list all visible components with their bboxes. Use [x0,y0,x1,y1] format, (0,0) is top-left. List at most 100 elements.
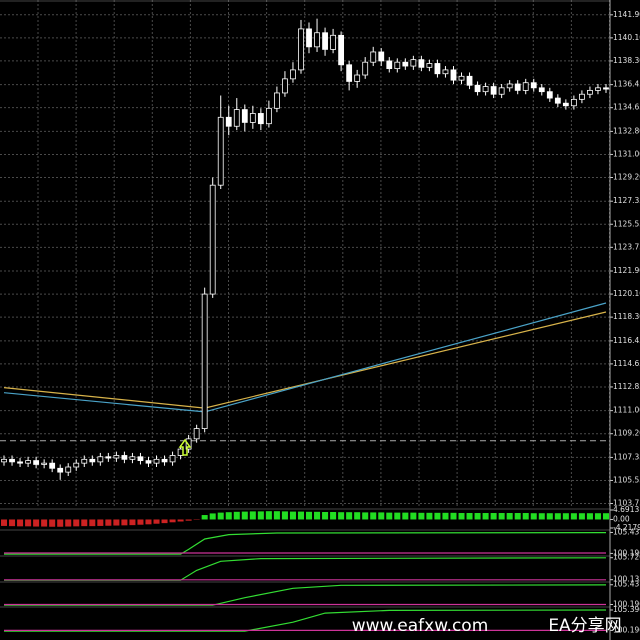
candle-body [57,467,64,473]
candle-body [450,69,457,81]
histogram-bar [562,513,569,520]
histogram-bar [474,513,481,520]
y-tick-label: 1114.65 [613,359,640,368]
histogram-bar [169,519,176,523]
candle-body [434,63,441,75]
candle-body [466,75,473,86]
histogram-bar [209,513,216,520]
histogram-bar [402,512,409,520]
candle-body [506,83,513,89]
histogram-bar [594,513,601,520]
histogram-bar [25,519,32,527]
y-tick-label: 1111.00 [613,406,640,415]
histogram-bar [153,519,160,524]
candle-body [579,93,585,100]
histogram-bar [1,519,8,526]
histogram-bar [129,519,136,526]
candle-body [193,428,200,440]
histogram-bar [538,513,545,520]
candle-body [394,61,401,70]
candle-body [209,184,216,295]
histogram-bar [281,511,288,520]
y-tick-label: 1116.45 [613,336,640,345]
histogram-bar [514,513,521,520]
histogram-bar [41,519,48,527]
histogram-bar [105,519,112,526]
candle-body [522,82,529,91]
candle-body [498,87,505,95]
y-tick-label: 1112.85 [613,382,640,391]
candle-body [201,293,208,429]
histogram-bar [394,512,401,520]
candle-body [306,28,312,48]
candle-body [322,32,328,50]
histogram-bar [346,512,353,520]
histogram-bar [49,519,56,527]
candle-body [458,75,465,81]
watermark-site: www.eafxw.com [352,616,489,636]
candle-body [49,462,56,469]
y-tick-label: 105.4379 [613,580,640,589]
candle-body [161,458,168,463]
y-tick-label: 1120.10 [613,289,640,298]
y-tick-label: 105.3966 [613,605,640,614]
histogram-bar [322,512,329,520]
y-tick-label: -4.2179 [613,523,640,532]
candle-body [9,458,15,463]
candle-body [554,97,561,104]
histogram-bar [586,513,593,520]
histogram-bar [450,512,457,520]
candle-body [538,87,545,93]
candle-body [474,84,481,93]
candle-body [65,466,72,473]
histogram-bar [482,513,489,520]
indicator-line [4,532,607,555]
candle-body [73,462,80,468]
candle-body [386,60,393,70]
y-tick-label: 1138.30 [613,56,640,65]
y-tick-label: 1127.35 [613,196,640,205]
histogram-bar [17,519,24,527]
y-tick-label: 1141.90 [613,10,640,19]
histogram-bar [177,519,184,522]
histogram-bar [73,519,80,527]
histogram-bar [201,515,208,520]
y-tick-label: 1134.65 [613,103,640,112]
histogram-bar [410,512,417,520]
y-tick-label: 1125.55 [613,219,640,228]
histogram-bar [65,519,72,527]
candle-body [97,456,104,463]
y-tick-label: 1121.90 [613,266,640,275]
candle-body [257,113,264,125]
candle-body [41,462,48,465]
histogram-bar [33,519,40,527]
candle-body [241,109,248,123]
candle-body [482,86,489,93]
histogram-bar [9,519,16,527]
candle-body [233,109,240,127]
indicator-line [4,609,607,632]
candle-body [17,461,23,464]
candle-body [370,51,377,63]
histogram-bar [297,511,304,520]
y-tick-label: 105.7200 [613,553,640,562]
candle-body [410,59,417,67]
histogram-bar [378,512,385,520]
candle-body [346,64,353,82]
y-tick-label: 1131.00 [613,149,640,158]
y-tick-label: 4.6913 [613,505,639,514]
candle-body [89,458,96,463]
candle-body [362,61,369,76]
histogram-bar [418,512,425,520]
histogram-bar [57,519,64,527]
candle-body [153,458,160,464]
y-tick-label: 100.1966 [613,600,640,609]
candle-body [298,28,304,71]
histogram-bar [458,513,465,520]
candle-body [249,113,256,123]
candle-body [145,460,152,464]
y-tick-label: 1109.20 [613,429,640,438]
histogram-bar [233,511,240,520]
y-tick-label: 1132.80 [613,126,640,135]
candle-body [426,63,433,68]
